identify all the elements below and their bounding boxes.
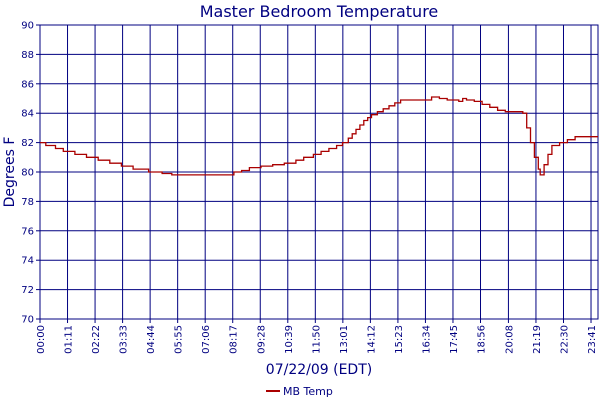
x-tick-label: 22:30 (559, 325, 570, 354)
legend-entry: MB Temp (283, 385, 333, 398)
x-tick-label: 13:01 (339, 325, 350, 354)
x-tick-label: 01:11 (64, 325, 75, 354)
x-tick-label: 20:08 (504, 325, 515, 354)
x-tick-label: 23:41 (587, 325, 598, 354)
x-tick-label: 07:06 (201, 325, 212, 354)
x-tick-label: 21:19 (532, 325, 543, 354)
y-tick-label: 76 (21, 226, 34, 237)
legend: MB Temp (266, 385, 333, 398)
x-tick-label: 16:34 (421, 325, 432, 354)
series-group (40, 96, 598, 176)
chart-title: Master Bedroom Temperature (200, 2, 439, 21)
y-tick-label: 80 (21, 168, 34, 179)
y-tick-label: 70 (21, 315, 34, 326)
y-axis-ticks: 70 72 74 76 78 80 82 84 86 88 90 (21, 21, 34, 326)
x-tick-label: 04:44 (146, 325, 157, 354)
x-tick-label: 09:28 (256, 325, 267, 354)
series-line-mb-temp (40, 96, 598, 176)
x-tick-label: 18:56 (477, 325, 488, 354)
y-tick-label: 74 (21, 256, 34, 267)
x-tick-label: 00:00 (36, 325, 47, 354)
x-tick-label: 11:50 (311, 325, 322, 354)
y-tick-label: 88 (21, 50, 34, 61)
x-tick-label: 14:12 (366, 325, 377, 354)
x-tick-label: 02:22 (91, 325, 102, 354)
y-tick-label: 90 (21, 21, 34, 32)
plot-border (39, 24, 599, 320)
x-tick-label: 17:45 (449, 325, 460, 354)
x-tick-label: 10:39 (284, 325, 295, 354)
y-tick-label: 82 (21, 138, 34, 149)
x-tick-label: 05:55 (174, 325, 185, 354)
y-tick-label: 84 (21, 109, 34, 120)
x-tick-label: 08:17 (229, 325, 240, 354)
y-tick-label: 78 (21, 197, 34, 208)
x-axis-label: 07/22/09 (EDT) (266, 362, 372, 378)
y-tick-label: 86 (21, 79, 34, 90)
x-tick-label: 03:33 (119, 325, 130, 354)
grid-lines (36, 24, 599, 323)
y-tick-label: 72 (21, 285, 34, 296)
x-axis-ticks: 00:00 01:11 02:22 03:33 04:44 05:55 07:06 08:17… (36, 325, 598, 354)
y-axis-label: Degrees F (2, 137, 18, 208)
x-tick-label: 15:23 (394, 325, 405, 354)
